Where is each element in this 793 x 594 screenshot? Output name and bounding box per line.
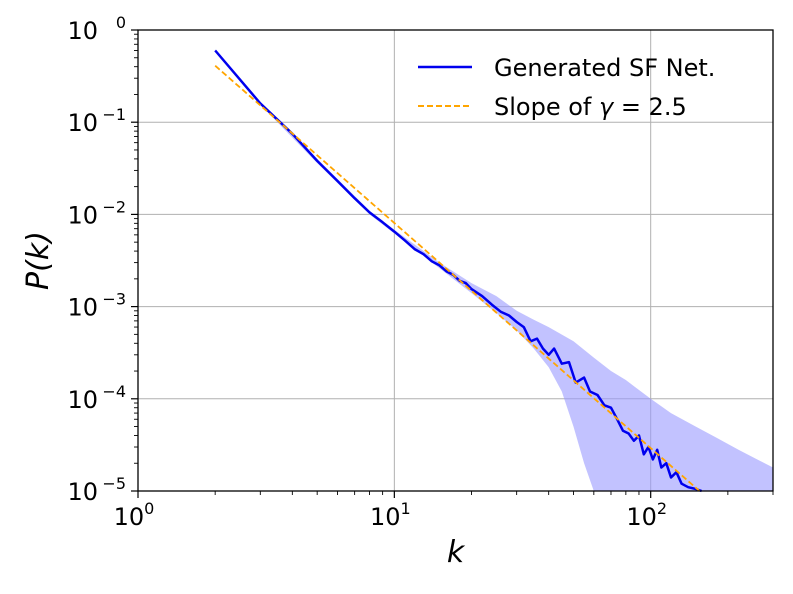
band-layer [215,49,773,491]
y-tick-label: 10 −4 [67,382,126,414]
y-tick-label: 10 −1 [67,105,126,137]
y-tick-label: 10 0 [67,13,126,45]
y-tick-label: 10 −2 [67,197,126,229]
x-axis-label: k [447,535,466,570]
y-tick-label: 10 −3 [67,290,126,322]
x-tick-label: 101 [370,499,411,531]
y-tick-label: 10 −5 [67,474,126,506]
x-tick-label: 102 [626,499,667,531]
series-layer [214,49,703,493]
x-tick-label: 100 [114,499,155,531]
legend-label-slope: Slope of γ = 2.5 [494,93,687,121]
y-axis-label: P(k) [21,231,56,290]
generated-sf-net-line [214,49,703,493]
legend: Generated SF Net. Slope of γ = 2.5 [418,54,715,121]
plot-frame [137,29,774,492]
legend-label-generated: Generated SF Net. [494,54,715,82]
spread-band [215,49,773,491]
